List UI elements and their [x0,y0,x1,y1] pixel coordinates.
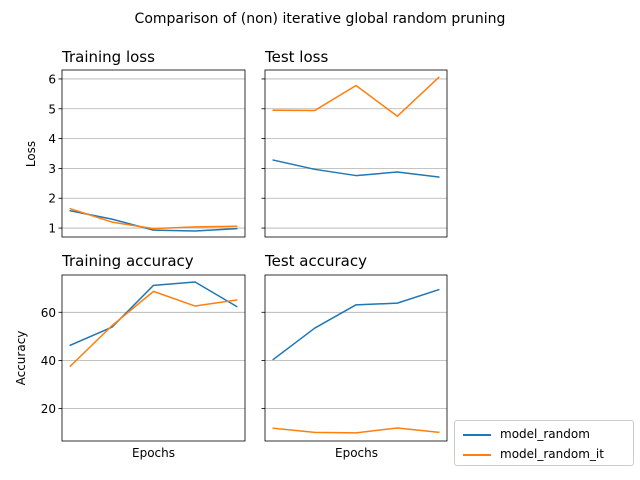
series-line-model-random [272,159,440,178]
axes-frame [264,274,448,442]
legend: model_random model_random_it [454,420,634,466]
x-axis-label-epochs: Epochs [335,446,378,460]
legend-label-model-random: model_random [500,427,590,441]
series-line-model-random [272,288,440,361]
series-line-model-random-it [69,207,238,230]
y-tick-label: 1 [48,222,56,236]
y-tick-label: 5 [48,102,56,116]
axes-frame [264,69,448,238]
y-tick-label: 20 [41,402,56,416]
axes-frame [61,274,246,442]
axes-frame [61,69,246,238]
series-line-model-random-it [272,427,440,434]
panel-title-test-accuracy: Test accuracy [264,252,367,270]
series-line-model-random-it [272,76,440,117]
figure-title: Comparison of (non) iterative global ran… [135,11,506,27]
panel-title-test-loss: Test loss [264,48,328,66]
y-tick-label: 40 [41,354,56,368]
y-tick-label: 3 [48,162,56,176]
y-tick-label: 60 [41,306,56,320]
legend-label-model-random-it: model_random_it [500,447,604,461]
x-axis-label-epochs: Epochs [132,446,175,460]
panel-title-training-loss: Training loss [61,48,155,66]
y-tick-label: 4 [48,132,56,146]
y-tick-label: 6 [48,72,56,86]
series-line-model-random [69,209,238,232]
y-tick-label: 2 [48,192,56,206]
legend-item-model-random-it: model_random_it [455,445,633,465]
y-axis-label-loss: Loss [24,141,38,167]
legend-item-model-random: model_random [455,425,633,445]
chart-marks: 1 2 3 4 5 6 20 40 60 [41,69,448,442]
legend-swatch-model-random [463,434,491,436]
panel-test-accuracy: Test accuracy Epochs [264,252,378,460]
legend-swatch-model-random-it [463,454,491,456]
panel-title-training-accuracy: Training accuracy [61,252,194,270]
panel-training-loss: Training loss Loss [24,48,155,167]
series-line-model-random [69,281,238,347]
panel-training-accuracy: Training accuracy Accuracy Epochs [14,252,194,460]
panel-test-loss: Test loss [264,48,328,66]
y-axis-label-accuracy: Accuracy [14,331,28,386]
series-line-model-random-it [69,290,238,368]
